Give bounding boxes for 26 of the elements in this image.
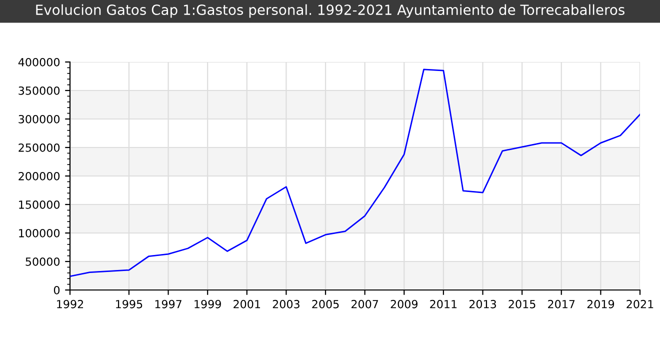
- y-tick-label: 300000: [18, 114, 60, 124]
- y-tick-label: 100000: [19, 228, 60, 238]
- x-tick-label: 2005: [312, 300, 339, 308]
- y-tick-label: 400000: [18, 58, 60, 66]
- x-tick-label: 2009: [390, 300, 418, 308]
- line-series: [70, 68, 640, 278]
- x-tick-label: 1999: [194, 300, 221, 308]
- x-tick-label: 2003: [272, 300, 300, 308]
- y-tick-label: 150000: [19, 200, 60, 209]
- y-tick-label: 350000: [18, 86, 60, 95]
- y-tick-label: 0: [54, 286, 60, 294]
- y-tick-label: 200000: [18, 172, 60, 180]
- x-tick-label: 1997: [155, 300, 182, 308]
- x-tick-label: 2015: [508, 300, 536, 308]
- x-tick-label: 1995: [116, 300, 142, 308]
- x-tick-label: 2021: [626, 300, 654, 308]
- x-tick-label: 2017: [548, 300, 575, 308]
- x-tick-label: 1992: [57, 300, 84, 308]
- chart-title: Evolucion Gatos Cap 1:Gastos personal. 1992-2021 Ayuntamiento de Torrecaballeros: [36, 4, 624, 18]
- x-tick-label: 2013: [469, 300, 496, 308]
- x-tick-label: 2011: [430, 300, 457, 308]
- x-tick-label: 2007: [352, 300, 378, 308]
- y-tick-label: 250000: [18, 143, 60, 152]
- y-tick-label: 50000: [26, 257, 60, 266]
- x-tick-label: 2001: [234, 300, 260, 308]
- x-tick-label: 2019: [587, 300, 614, 308]
